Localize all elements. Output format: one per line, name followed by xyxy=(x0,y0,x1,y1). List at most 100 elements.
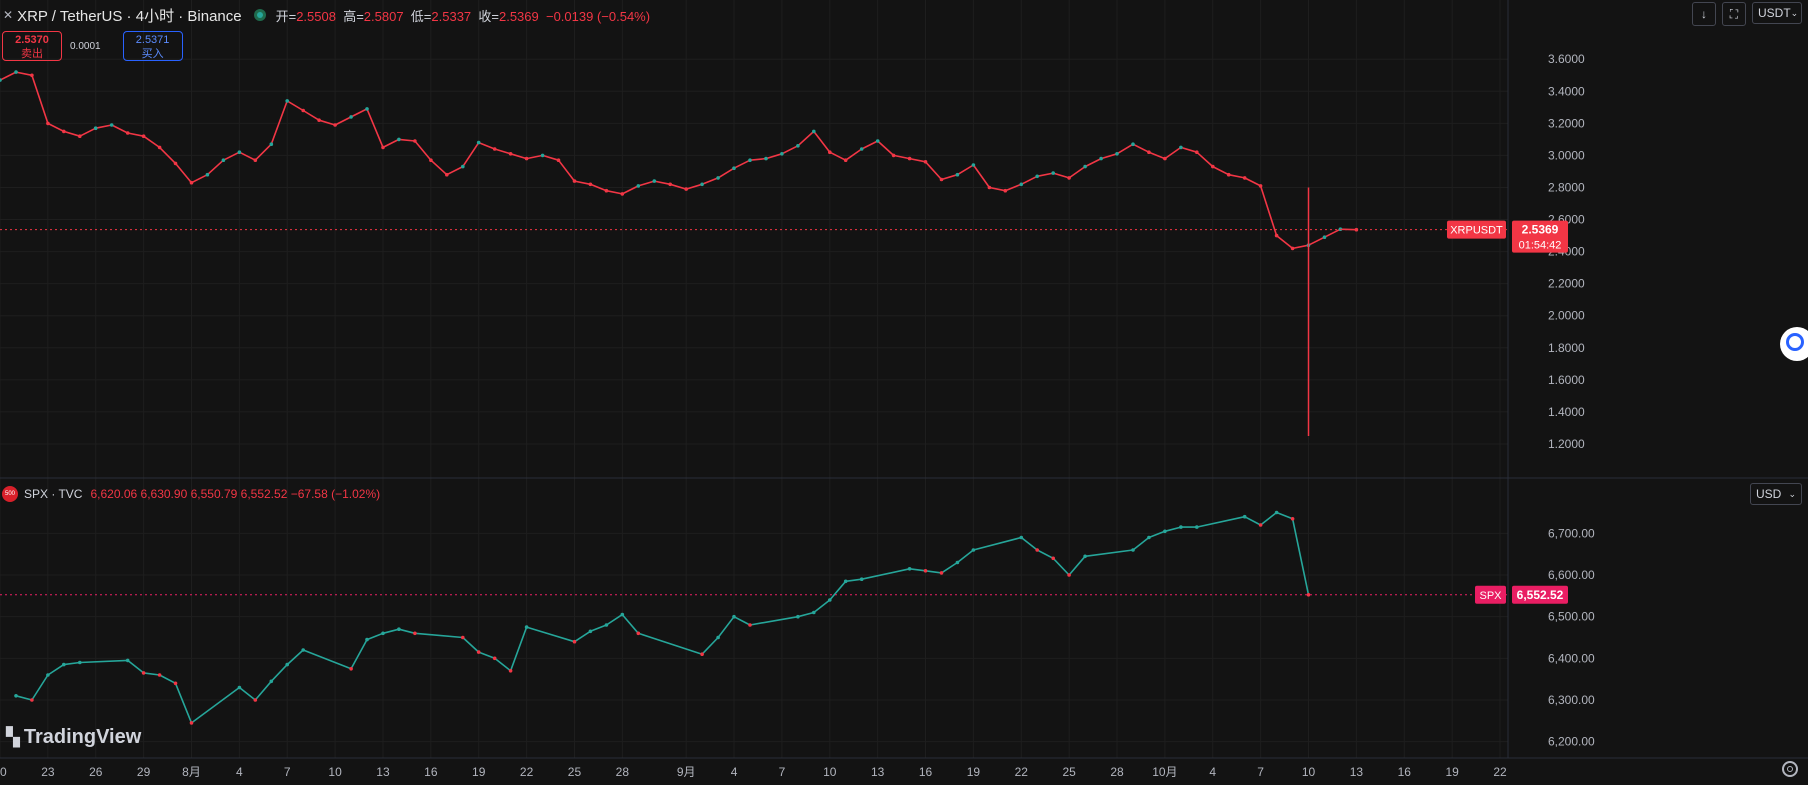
data-point xyxy=(1147,150,1151,154)
data-point xyxy=(572,639,577,644)
data-point xyxy=(540,153,545,158)
data-point xyxy=(556,158,561,162)
x-tick-label: 9月 xyxy=(677,765,696,779)
x-tick-label: 19 xyxy=(472,765,486,779)
data-point xyxy=(317,118,321,122)
data-point xyxy=(237,685,242,690)
data-point xyxy=(588,629,593,634)
data-point xyxy=(30,698,34,702)
data-point xyxy=(987,185,992,190)
data-point xyxy=(588,182,593,187)
currency-selector[interactable]: USDT ⌄ xyxy=(1752,2,1802,24)
data-point xyxy=(141,134,146,138)
spx-title: SPX · TVC xyxy=(24,487,83,501)
data-point xyxy=(1035,548,1039,552)
data-point xyxy=(349,115,353,119)
data-point xyxy=(684,187,688,191)
data-point xyxy=(62,129,66,134)
tradingview-logo-icon: ▚ xyxy=(6,727,20,747)
buy-label: 买入 xyxy=(141,48,164,60)
data-point xyxy=(1083,554,1087,559)
data-point xyxy=(652,179,657,183)
data-point xyxy=(1147,535,1151,540)
data-point xyxy=(1322,235,1327,239)
data-point xyxy=(732,166,736,170)
data-point xyxy=(524,156,529,161)
spx-close: 6,552.52 xyxy=(240,487,288,501)
y-tick-label: 2.8000 xyxy=(1548,180,1585,194)
data-point xyxy=(1131,548,1135,552)
symbol-title[interactable]: XRP / TetherUS · 4小时 · Binance xyxy=(17,7,242,25)
spx-currency-label: USD xyxy=(1756,487,1782,501)
data-point xyxy=(78,660,82,665)
grid xyxy=(0,0,1508,758)
last-price-label: 2.5369 xyxy=(1522,223,1559,237)
data-point xyxy=(907,156,912,161)
series-name-tag xyxy=(1475,585,1506,604)
data-point xyxy=(636,631,641,636)
data-point xyxy=(285,662,290,667)
data-point xyxy=(939,571,944,575)
spread-value: 0.0001 xyxy=(70,40,101,52)
data-point xyxy=(397,627,401,631)
data-point xyxy=(939,177,944,182)
spx-change: −67.58 (−1.02%) xyxy=(290,487,381,501)
data-point xyxy=(1035,174,1039,179)
data-point xyxy=(1019,535,1024,540)
x-tick-label: 22 xyxy=(1493,765,1507,779)
spx-currency-selector[interactable]: USD ⌄ xyxy=(1750,483,1802,505)
data-point xyxy=(971,548,976,552)
data-point xyxy=(205,172,210,177)
x-tick-label: 8月 xyxy=(182,765,201,779)
xrp-price-pane[interactable] xyxy=(0,70,1508,436)
data-point xyxy=(285,99,290,103)
gear-icon[interactable] xyxy=(1782,761,1798,777)
spx-badge: 500 xyxy=(2,486,18,502)
data-point xyxy=(812,129,816,134)
data-point xyxy=(748,623,752,627)
x-tick-label: 25 xyxy=(568,765,582,779)
x-tick-label: 7 xyxy=(284,765,291,779)
data-point xyxy=(1099,156,1103,161)
data-point xyxy=(1051,556,1055,561)
y-tick-label: 6,600.00 xyxy=(1548,568,1595,582)
data-point xyxy=(1163,529,1167,534)
x-tick-label: 13 xyxy=(376,765,390,779)
fullscreen-button[interactable]: ⛶ xyxy=(1722,2,1746,26)
y-tick-label: 3.2000 xyxy=(1548,116,1585,130)
data-point xyxy=(237,150,242,154)
series-line-SPX xyxy=(15,511,1310,724)
data-point xyxy=(700,652,704,656)
x-tick-label: 4 xyxy=(731,765,738,779)
series-line-XRPUSDT xyxy=(0,71,1357,250)
spx-indicator-header[interactable]: 500 SPX · TVC 6,620.06 6,630.90 6,550.79… xyxy=(2,486,380,502)
close-icon[interactable]: ✕ xyxy=(3,8,14,22)
data-point xyxy=(0,78,2,82)
data-point xyxy=(891,153,896,158)
data-point xyxy=(413,139,417,143)
data-point xyxy=(429,158,433,162)
x-tick-label: 7 xyxy=(1257,765,1264,779)
data-point xyxy=(1290,517,1295,521)
x-tick-label: 19 xyxy=(1445,765,1459,779)
data-point xyxy=(1163,156,1167,161)
x-tick-label: 22 xyxy=(520,765,534,779)
spx-price-pane[interactable] xyxy=(0,510,1508,725)
buy-button[interactable]: 2.5371 买入 xyxy=(122,31,183,61)
fullscreen-icon: ⛶ xyxy=(1729,6,1739,21)
data-point xyxy=(1067,176,1071,180)
floating-widget-icon[interactable] xyxy=(1780,327,1808,361)
data-point xyxy=(1274,233,1279,238)
sell-button[interactable]: 2.5370 卖出 xyxy=(2,31,62,61)
x-tick-label: 25 xyxy=(1062,765,1076,779)
market-status-icon xyxy=(253,9,266,21)
data-point xyxy=(365,107,369,111)
y-tick-label: 2.0000 xyxy=(1548,309,1585,323)
data-point xyxy=(301,648,306,652)
tradingview-logo[interactable]: ▚ TradingView xyxy=(6,726,141,749)
download-button[interactable]: ↓ xyxy=(1692,2,1716,26)
x-tick-label: 16 xyxy=(1398,765,1412,779)
y-tick-label: 1.2000 xyxy=(1548,437,1585,451)
